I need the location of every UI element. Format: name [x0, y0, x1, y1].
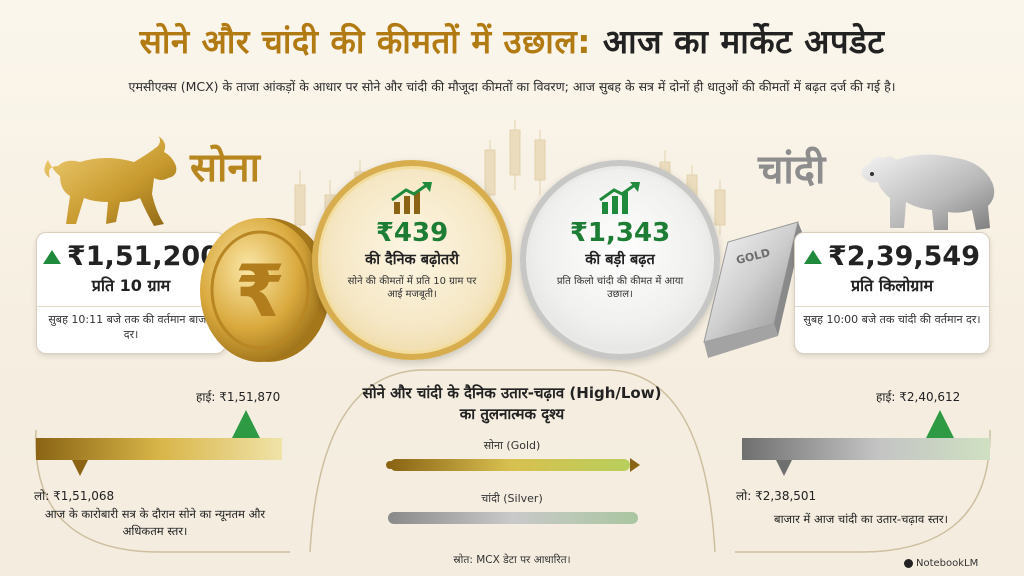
- silver-gain-label: की बड़ी बढ़त: [585, 252, 655, 268]
- title-part-2: आज का मार्केट अपडेट: [602, 22, 885, 61]
- gold-range-desc: आज के कारोबारी सत्र के दौरान सोने का न्य…: [44, 507, 266, 538]
- brand-logo-icon: [904, 559, 913, 568]
- source-note: स्रोत: MCX डेटा पर आधारित।: [453, 554, 571, 566]
- silver-range-graphic: [742, 410, 990, 476]
- bull-icon: [44, 136, 177, 226]
- gold-section-label: सोना: [190, 145, 260, 191]
- gold-unit: प्रति 10 ग्राम: [91, 276, 171, 295]
- comparison-title: सोने और चांदी के दैनिक उतार-चढ़ाव (High/…: [362, 384, 662, 423]
- comparison-gold-label: सोना (Gold): [483, 439, 541, 452]
- triangle-up-icon: [42, 249, 61, 264]
- triangle-up-icon: [803, 249, 822, 264]
- silver-price-card: ₹2,39,549 प्रति किलोग्राम सुबह 10:00 बजे…: [794, 232, 990, 354]
- gold-price: ₹1,51,200: [66, 241, 220, 272]
- silver-gain-value: ₹1,343: [569, 218, 671, 248]
- silver-low-label: लो: ₹2,38,501: [736, 489, 817, 503]
- comparison-silver-label: चांदी (Silver): [481, 492, 543, 505]
- gold-gain-value: ₹439: [375, 218, 449, 248]
- comparison-gold-bar: [386, 458, 640, 472]
- gold-high-label: हाई: ₹1,51,870: [196, 390, 281, 404]
- gold-gain-label: की दैनिक बढ़ोतरी: [365, 252, 459, 268]
- silver-gain-desc: प्रति किलो चांदी की कीमत में आया उछाल।: [556, 276, 684, 300]
- bar-growth-arrow-icon: [391, 182, 432, 214]
- silver-gain-circle: ₹1,343 की बड़ी बढ़त प्रति किलो चांदी की …: [520, 160, 720, 360]
- metal-bar-icon: GOLD: [703, 221, 802, 358]
- silver-section-label: चांदी: [758, 147, 826, 193]
- silver-price: ₹2,39,549: [827, 241, 981, 272]
- brand-watermark: NotebookLM: [904, 558, 978, 569]
- silver-unit: प्रति किलोग्राम: [850, 276, 934, 295]
- gold-gain-circle: ₹439 की दैनिक बढ़ोतरी सोने की कीमतों में…: [312, 160, 512, 360]
- silver-note: सुबह 10:00 बजे तक चांदी की वर्तमान दर।: [795, 306, 989, 328]
- gold-range-graphic: [36, 410, 282, 476]
- gold-gain-desc: सोने की कीमतों में प्रति 10 ग्राम पर आई …: [347, 276, 477, 300]
- brand-name: NotebookLM: [916, 558, 979, 569]
- page-title: सोने और चांदी की कीमतों में उछाल: आज का …: [0, 18, 1024, 63]
- gold-low-label: लो: ₹1,51,068: [34, 489, 115, 503]
- title-part-1: सोने और चांदी की कीमतों में उछाल:: [139, 22, 591, 61]
- page-subtitle: एमसीएक्स (MCX) के ताजा आंकड़ों के आधार प…: [128, 79, 896, 94]
- bar-growth-arrow-icon: [599, 182, 640, 214]
- silver-range-desc: बाजार में आज चांदी का उतार-चढ़ाव स्तर।: [774, 512, 948, 526]
- bear-icon: [861, 154, 995, 230]
- rupee-coin-icon: ₹: [200, 218, 330, 362]
- comparison-silver-bar: [388, 512, 638, 524]
- svg-text:₹: ₹: [235, 249, 285, 333]
- silver-high-label: हाई: ₹2,40,612: [876, 390, 961, 404]
- gold-note: सुबह 10:11 बजे तक की वर्तमान बाजार दर।: [37, 306, 225, 343]
- gold-price-card: ₹1,51,200 प्रति 10 ग्राम सुबह 10:11 बजे …: [36, 232, 226, 354]
